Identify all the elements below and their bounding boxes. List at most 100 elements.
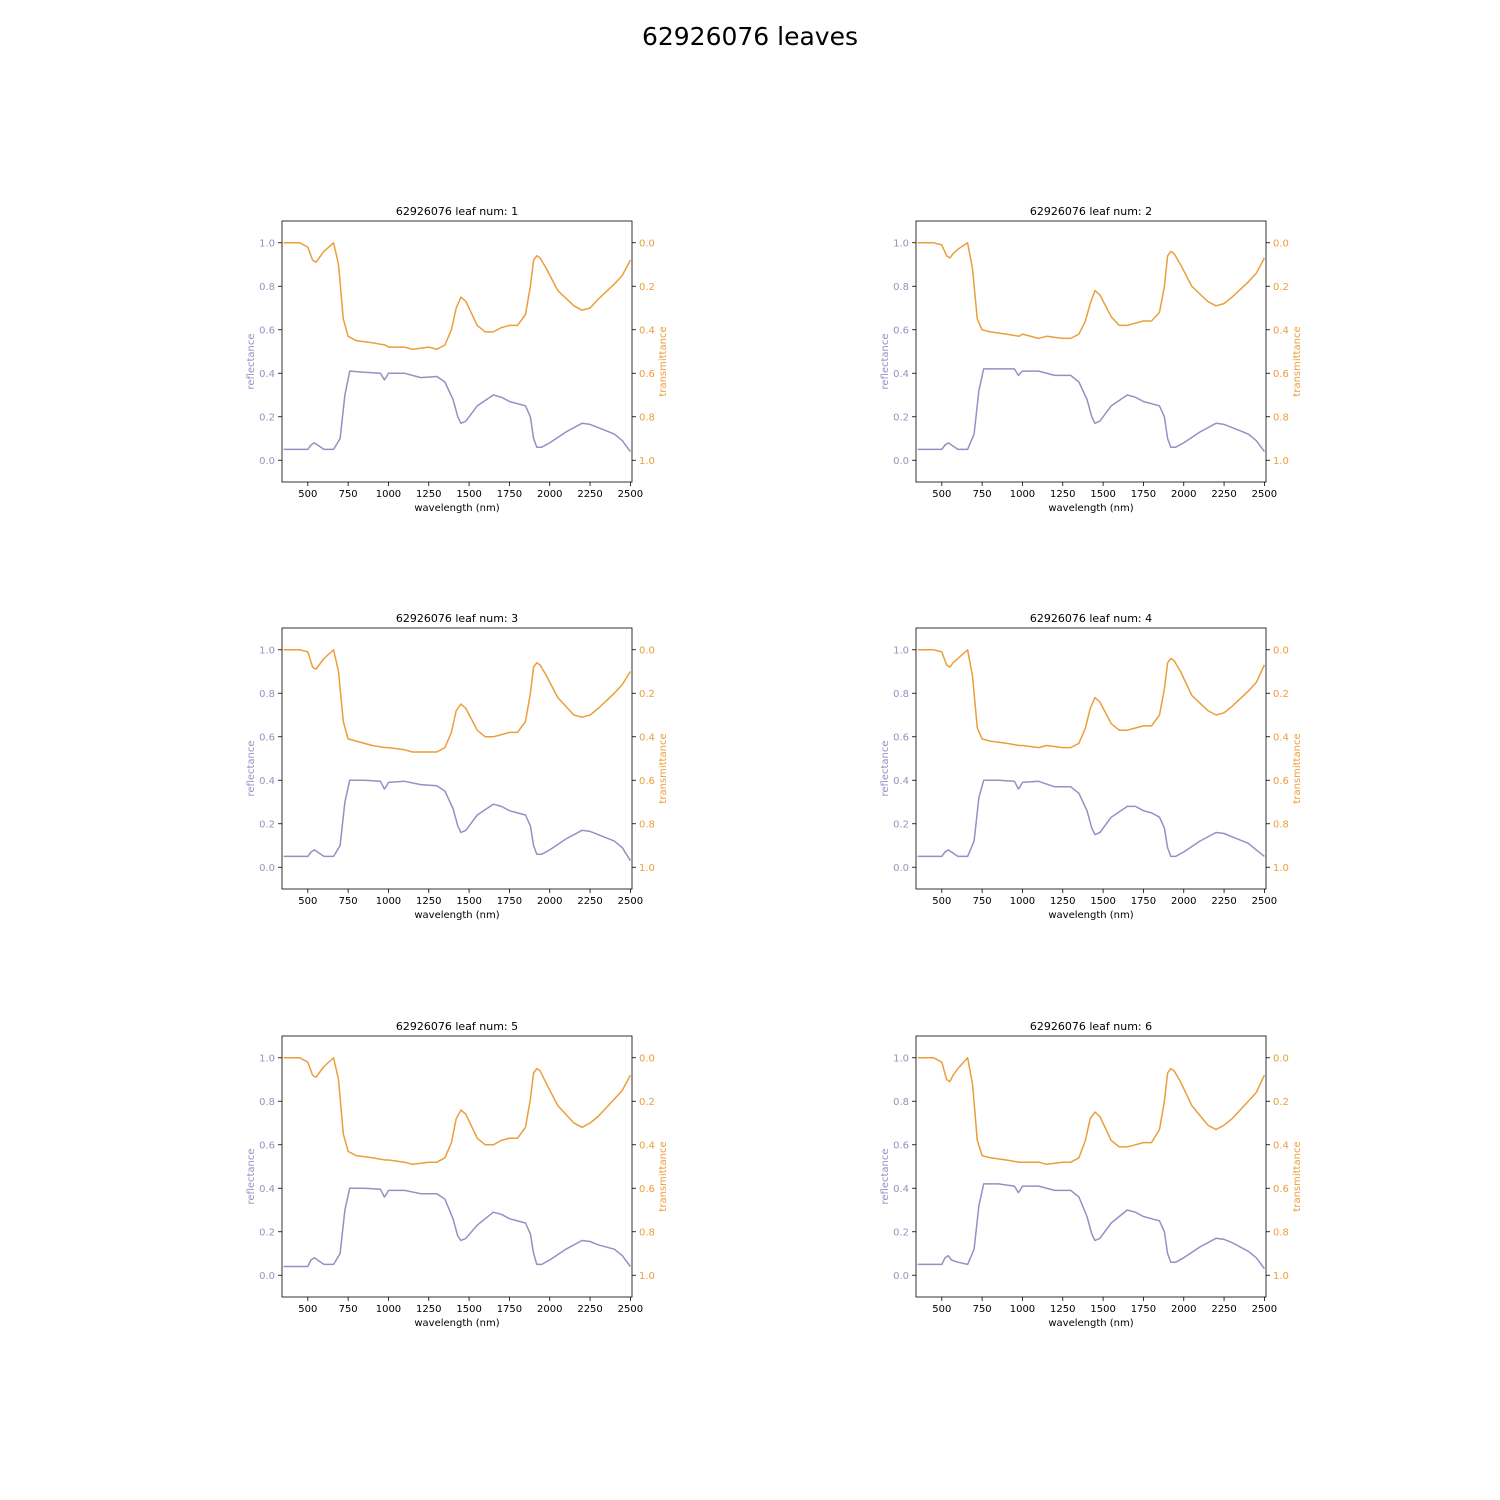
y-tick-label: 0.8 — [893, 1097, 909, 1108]
x-tick-label: 2500 — [618, 1304, 643, 1315]
x-tick-label: 1750 — [1131, 489, 1156, 500]
x-tick-label: 2500 — [618, 489, 643, 500]
x-axis-label: wavelength (nm) — [1048, 1318, 1133, 1329]
x-tick-label: 1000 — [1010, 896, 1035, 907]
y2-axis-label: transmittance — [1292, 326, 1303, 396]
plot-frame — [281, 627, 633, 890]
plot-frame — [915, 1035, 1267, 1298]
y-tick-label: 0.6 — [893, 1140, 909, 1151]
reflectance-series-line — [917, 1183, 1266, 1270]
y2-tick-label: 0.0 — [1273, 645, 1289, 656]
chart-title: 62926076 leaf num: 3 — [396, 612, 518, 625]
y2-tick-label: 0.0 — [639, 238, 655, 249]
y2-tick-label: 0.2 — [1273, 689, 1289, 700]
y-tick-label: 0.0 — [259, 456, 275, 467]
x-tick-label: 2250 — [1211, 1304, 1236, 1315]
x-tick-label: 500 — [932, 1304, 951, 1315]
x-axis-label: wavelength (nm) — [1048, 503, 1133, 514]
y-tick-label: 0.0 — [893, 456, 909, 467]
x-tick-label: 1000 — [376, 896, 401, 907]
chart-panel-5: 62926076 leaf num: 5 500 750 1000 1250 1500 17… — [246, 1020, 669, 1329]
x-tick-label: 2000 — [1171, 489, 1196, 500]
x-tick-label: 1500 — [1090, 1304, 1115, 1315]
x-tick-label: 1000 — [376, 489, 401, 500]
x-tick-label: 500 — [298, 489, 317, 500]
x-tick-label: 2000 — [537, 489, 562, 500]
y2-tick-label: 0.2 — [1273, 1097, 1289, 1108]
y2-tick-label: 0.6 — [1273, 1184, 1289, 1195]
x-tick-label: 2250 — [1211, 489, 1236, 500]
y-tick-label: 0.4 — [259, 776, 275, 787]
y2-tick-label: 0.4 — [1273, 1140, 1289, 1151]
y2-tick-label: 0.8 — [1273, 412, 1289, 423]
y2-tick-label: 0.4 — [1273, 732, 1289, 743]
y2-tick-label: 0.4 — [639, 732, 655, 743]
chart-panel-4: 62926076 leaf num: 4 500 750 1000 1250 1500 17… — [880, 612, 1303, 921]
y2-tick-label: 0.8 — [1273, 819, 1289, 830]
y-tick-label: 0.2 — [259, 819, 275, 830]
reflectance-series-line — [283, 779, 632, 862]
x-tick-label: 1750 — [1131, 896, 1156, 907]
y-tick-label: 0.8 — [259, 282, 275, 293]
y2-tick-label: 0.8 — [1273, 1227, 1289, 1238]
y-tick-label: 0.6 — [893, 732, 909, 743]
y-tick-label: 0.8 — [893, 689, 909, 700]
y2-tick-label: 0.4 — [1273, 325, 1289, 336]
x-tick-label: 1500 — [456, 1304, 481, 1315]
y2-tick-label: 0.6 — [1273, 776, 1289, 787]
chart-panel-1: 62926076 leaf num: 1 500 750 1000 1250 1500 17… — [246, 205, 669, 514]
chart-title: 62926076 leaf num: 2 — [1030, 205, 1152, 218]
x-tick-label: 1250 — [1050, 489, 1075, 500]
y-tick-label: 0.2 — [893, 412, 909, 423]
transmittance-series-line — [283, 1057, 632, 1166]
transmittance-series-line — [917, 242, 1266, 340]
y-tick-label: 1.0 — [893, 1053, 909, 1064]
x-tick-label: 2250 — [577, 489, 602, 500]
y-axis-label: reflectance — [246, 1148, 257, 1204]
y-tick-label: 0.2 — [893, 1227, 909, 1238]
reflectance-series-line — [283, 370, 632, 453]
x-tick-label: 500 — [298, 896, 317, 907]
x-tick-label: 2250 — [577, 1304, 602, 1315]
y2-tick-label: 1.0 — [1273, 863, 1289, 874]
y2-tick-label: 0.6 — [639, 369, 655, 380]
chart-panel-3: 62926076 leaf num: 3 500 750 1000 1250 1500 17… — [246, 612, 669, 921]
x-tick-label: 500 — [932, 489, 951, 500]
x-axis-label: wavelength (nm) — [414, 1318, 499, 1329]
x-tick-label: 1500 — [456, 896, 481, 907]
y-axis-label: reflectance — [880, 333, 891, 389]
reflectance-series-line — [917, 368, 1266, 453]
x-tick-label: 2500 — [1252, 1304, 1277, 1315]
y-tick-label: 1.0 — [259, 645, 275, 656]
x-axis-label: wavelength (nm) — [1048, 910, 1133, 921]
y-tick-label: 0.2 — [893, 819, 909, 830]
x-tick-label: 1750 — [497, 1304, 522, 1315]
x-tick-label: 750 — [973, 489, 992, 500]
x-tick-label: 1500 — [1090, 896, 1115, 907]
y2-tick-label: 0.4 — [639, 325, 655, 336]
y-tick-label: 0.6 — [259, 325, 275, 336]
x-tick-label: 750 — [339, 896, 358, 907]
y2-tick-label: 1.0 — [639, 456, 655, 467]
x-tick-label: 2250 — [1211, 896, 1236, 907]
y-tick-label: 0.0 — [259, 1271, 275, 1282]
y-tick-label: 0.2 — [259, 412, 275, 423]
y2-tick-label: 0.4 — [639, 1140, 655, 1151]
y-tick-label: 0.0 — [893, 1271, 909, 1282]
y-tick-label: 0.6 — [893, 325, 909, 336]
transmittance-series-line — [917, 1057, 1266, 1166]
y2-tick-label: 1.0 — [639, 1271, 655, 1282]
x-tick-label: 500 — [298, 1304, 317, 1315]
y-axis-label: reflectance — [246, 333, 257, 389]
reflectance-series-line — [917, 779, 1265, 858]
y-axis-label: reflectance — [880, 740, 891, 796]
y-tick-label: 0.6 — [259, 732, 275, 743]
y-axis-label: reflectance — [246, 740, 257, 796]
y2-axis-label: transmittance — [658, 326, 669, 396]
x-tick-label: 750 — [339, 1304, 358, 1315]
x-axis-label: wavelength (nm) — [414, 503, 499, 514]
y2-tick-label: 1.0 — [1273, 456, 1289, 467]
chart-panel-2: 62926076 leaf num: 2 500 750 1000 1250 1500 17… — [880, 205, 1303, 514]
y-tick-label: 1.0 — [893, 238, 909, 249]
